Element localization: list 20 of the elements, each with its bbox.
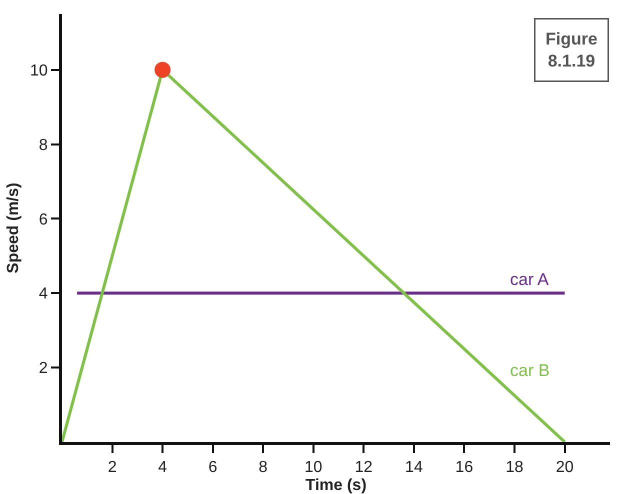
x-tick-label: 18 — [506, 459, 524, 476]
x-axis-title: Time (s) — [305, 477, 367, 494]
x-tick-label: 16 — [455, 459, 474, 476]
x-tick-label: 12 — [354, 459, 373, 476]
y-tick-label: 4 — [38, 286, 48, 303]
x-tick-label: 2 — [108, 459, 117, 476]
x-tick-label: 14 — [405, 459, 423, 476]
y-axis-title: Speed (m/s) — [4, 182, 22, 274]
x-tick-label: 10 — [304, 459, 322, 476]
y-tick-label: 6 — [38, 211, 48, 228]
y-tick-label: 2 — [38, 360, 48, 378]
x-tick-label: 6 — [208, 459, 218, 476]
x-tick-label: 4 — [158, 459, 168, 476]
annotation: Figure 8.1.19 — [546, 30, 598, 71]
x-tick-label: 20 — [556, 459, 574, 476]
x-tick-label: 8 — [258, 459, 268, 476]
series-label: car B — [510, 361, 550, 380]
y-tick-label: 8 — [38, 136, 48, 154]
series-label: car A — [510, 270, 550, 289]
y-tick-label: 10 — [30, 62, 48, 80]
